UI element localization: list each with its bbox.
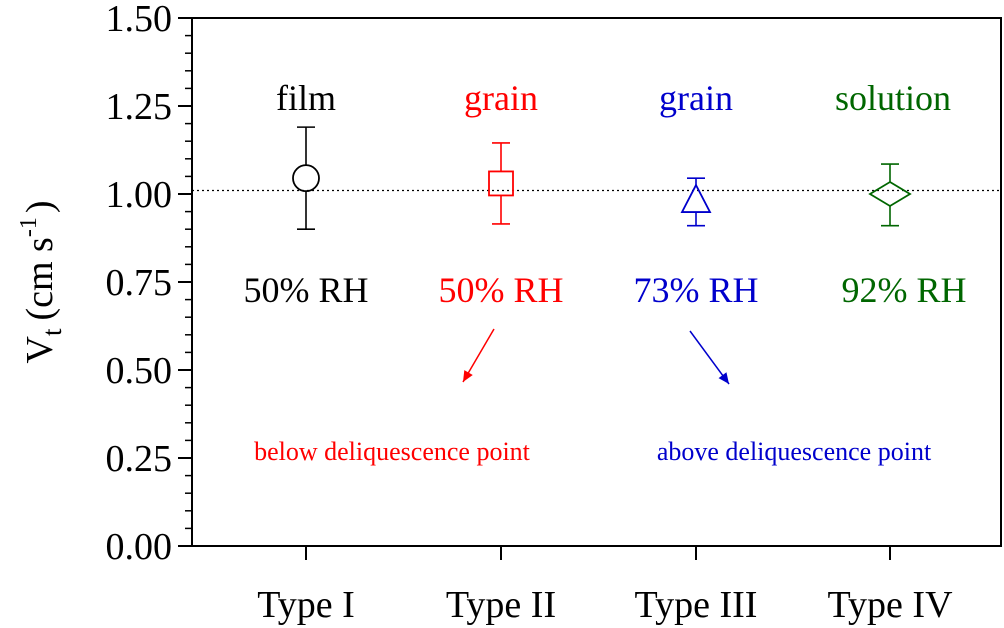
y-tick-label: 1.25 bbox=[106, 86, 173, 128]
y-tick-label: 1.00 bbox=[106, 174, 173, 216]
diamond-marker bbox=[868, 180, 912, 208]
arrow-shaft bbox=[689, 330, 730, 385]
axes bbox=[178, 17, 1002, 560]
state-label: grain bbox=[659, 78, 733, 118]
circle-marker bbox=[292, 164, 320, 193]
state-label: grain bbox=[464, 78, 538, 118]
y-tick-label: 0.50 bbox=[106, 350, 173, 392]
x-tick-label: Type I bbox=[257, 584, 355, 626]
state-label: film bbox=[276, 78, 336, 118]
data-point-3 bbox=[680, 177, 712, 227]
square-marker bbox=[488, 170, 514, 197]
annotation-below: below deliquescence point bbox=[254, 437, 531, 466]
rh-label: 92% RH bbox=[842, 270, 967, 310]
data-point-4 bbox=[868, 163, 912, 227]
marks bbox=[192, 126, 1001, 385]
y-tick-label: 0.25 bbox=[106, 438, 173, 480]
data-point-1 bbox=[292, 126, 320, 230]
arrow-head bbox=[718, 372, 729, 384]
arrow-below bbox=[462, 328, 495, 383]
y-tick-label: 0.00 bbox=[106, 526, 173, 568]
state-label: solution bbox=[835, 78, 951, 118]
annotation-above: above deliquescence point bbox=[657, 437, 932, 466]
arrow-head bbox=[463, 370, 473, 382]
arrow-above bbox=[689, 330, 730, 385]
x-tick-label: Type II bbox=[446, 584, 556, 626]
triangle-marker bbox=[680, 183, 712, 213]
x-tick-label: Type III bbox=[635, 584, 758, 626]
y-tick-label: 0.75 bbox=[106, 262, 173, 304]
x-tick-label: Type IV bbox=[827, 584, 953, 626]
y-axis-label: Vt(cm s-1) bbox=[16, 201, 67, 364]
data-point-2 bbox=[488, 142, 514, 225]
y-tick-label: 1.50 bbox=[106, 0, 173, 40]
rh-label: 50% RH bbox=[244, 270, 369, 310]
rh-label: 50% RH bbox=[439, 270, 564, 310]
rh-label: 73% RH bbox=[634, 270, 759, 310]
labels: 0.00 0.25 0.50 0.75 1.00 1.25 1.50 Type I Type I… bbox=[106, 0, 967, 626]
